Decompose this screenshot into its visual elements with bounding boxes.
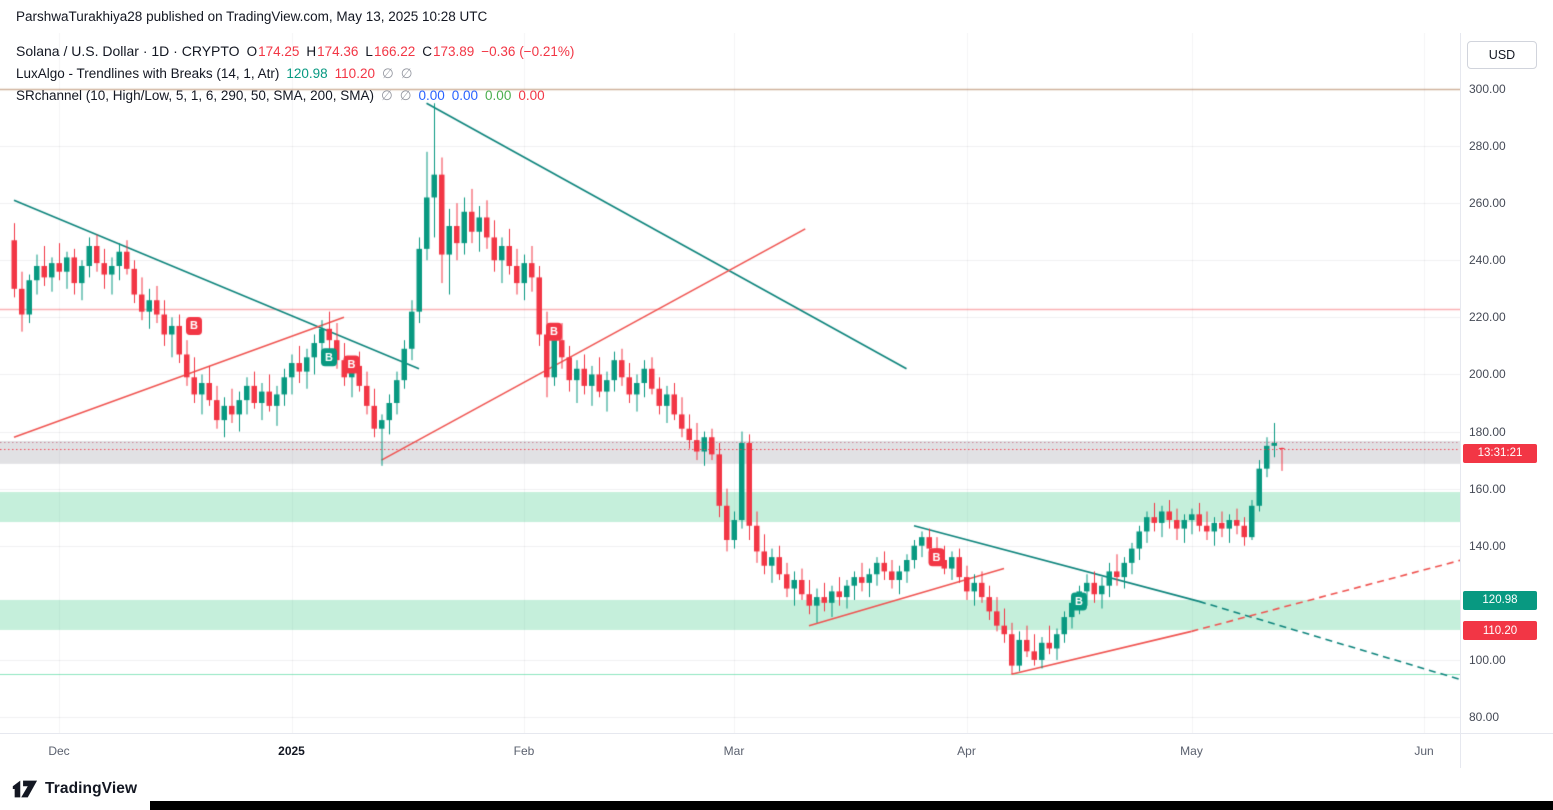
indicator-value: 0.00: [485, 88, 512, 103]
currency-usd-button[interactable]: USD: [1467, 41, 1537, 69]
indicator-legend-rows: LuxAlgo - Trendlines with Breaks (14, 1,…: [16, 63, 574, 107]
price-tick: 220.00: [1469, 310, 1506, 325]
price-tick: 280.00: [1469, 139, 1506, 154]
price-badge: 13:31:21: [1463, 443, 1537, 463]
price-axis[interactable]: USD 300.00 280.00 260.00 240.00 220.00 200.00…: [1460, 33, 1553, 733]
tradingview-logo-icon: [12, 780, 38, 798]
price-tick: 180.00: [1469, 424, 1506, 439]
price-tick: 300.00: [1469, 82, 1506, 96]
indicator-value: 110.20: [334, 66, 375, 81]
ohlc-value: 173.89: [432, 44, 475, 59]
indicator-legend-row[interactable]: SRchannel (10, High/Low, 5, 1, 6, 290, 5…: [16, 85, 574, 107]
ohlc-value: 166.22: [373, 44, 416, 59]
price-badge: 120.98: [1463, 590, 1537, 610]
bottom-bar: [150, 801, 1553, 810]
indicator-value: 0.00: [518, 88, 545, 103]
time-axis-label: Jun: [1414, 744, 1434, 758]
tradingview-brand-text: TradingView: [45, 780, 138, 797]
indicator-value: 0.00: [451, 88, 479, 103]
time-axis-label: Feb: [513, 744, 535, 758]
indicator-value: ∅: [400, 66, 413, 81]
price-badge: 110.20: [1463, 621, 1537, 641]
price-tick: 140.00: [1469, 538, 1506, 553]
tradingview-attribution[interactable]: TradingView: [10, 776, 137, 802]
time-axis-label: Apr: [957, 744, 976, 758]
ohlc-label: L: [365, 44, 373, 59]
price-tick: 80.00: [1469, 710, 1500, 724]
ohlc-label: O: [246, 44, 258, 59]
symbol-legend-row[interactable]: Solana / U.S. Dollar · 1D · CRYPTO O174.2…: [16, 40, 574, 63]
price-tick: 240.00: [1469, 253, 1506, 268]
indicator-legend-row[interactable]: LuxAlgo - Trendlines with Breaks (14, 1,…: [16, 63, 574, 85]
time-axis-label: Mar: [723, 744, 745, 758]
indicator-value: ∅: [380, 88, 393, 103]
chart-legend: Solana / U.S. Dollar · 1D · CRYPTO O174.2…: [16, 40, 574, 107]
indicator-value: ∅: [399, 88, 412, 103]
change-value: −0.36 (−0.21%): [481, 44, 575, 59]
axis-corner: [1460, 733, 1553, 768]
time-axis-label: May: [1180, 744, 1203, 758]
ohlc-values: O174.25 H174.36 L166.22 C173.89 −0.36 (−0.21…: [240, 44, 575, 59]
indicator-value: 120.98: [286, 66, 328, 81]
ohlc-value: 174.36: [317, 44, 359, 59]
price-tick: 160.00: [1469, 481, 1506, 496]
indicator-value: 0.00: [418, 88, 445, 103]
symbol-title[interactable]: Solana / U.S. Dollar · 1D · CRYPTO: [16, 43, 240, 59]
ohlc-value: 174.25: [258, 44, 300, 59]
time-axis-label: Dec: [48, 744, 70, 758]
indicator-value: ∅: [381, 66, 394, 81]
publisher-line: ParshwaTurakhiya28 published on TradingV…: [0, 0, 1553, 33]
indicator-name[interactable]: LuxAlgo - Trendlines with Breaks (14, 1,…: [16, 66, 280, 81]
time-axis[interactable]: Dec 2025 Feb Mar Apr May Jun: [0, 733, 1460, 769]
candlestick-chart-canvas[interactable]: [0, 33, 1460, 733]
time-axis-label: 2025: [278, 744, 305, 758]
price-tick: 260.00: [1469, 196, 1506, 211]
chart-plot-area[interactable]: Solana / U.S. Dollar · 1D · CRYPTO O174.2…: [0, 33, 1460, 733]
ohlc-label: C: [422, 44, 432, 59]
indicator-name[interactable]: SRchannel (10, High/Low, 5, 1, 6, 290, 5…: [16, 88, 374, 103]
ohlc-label: H: [306, 44, 317, 59]
price-tick: 200.00: [1469, 367, 1506, 382]
price-tick: 100.00: [1469, 652, 1506, 667]
